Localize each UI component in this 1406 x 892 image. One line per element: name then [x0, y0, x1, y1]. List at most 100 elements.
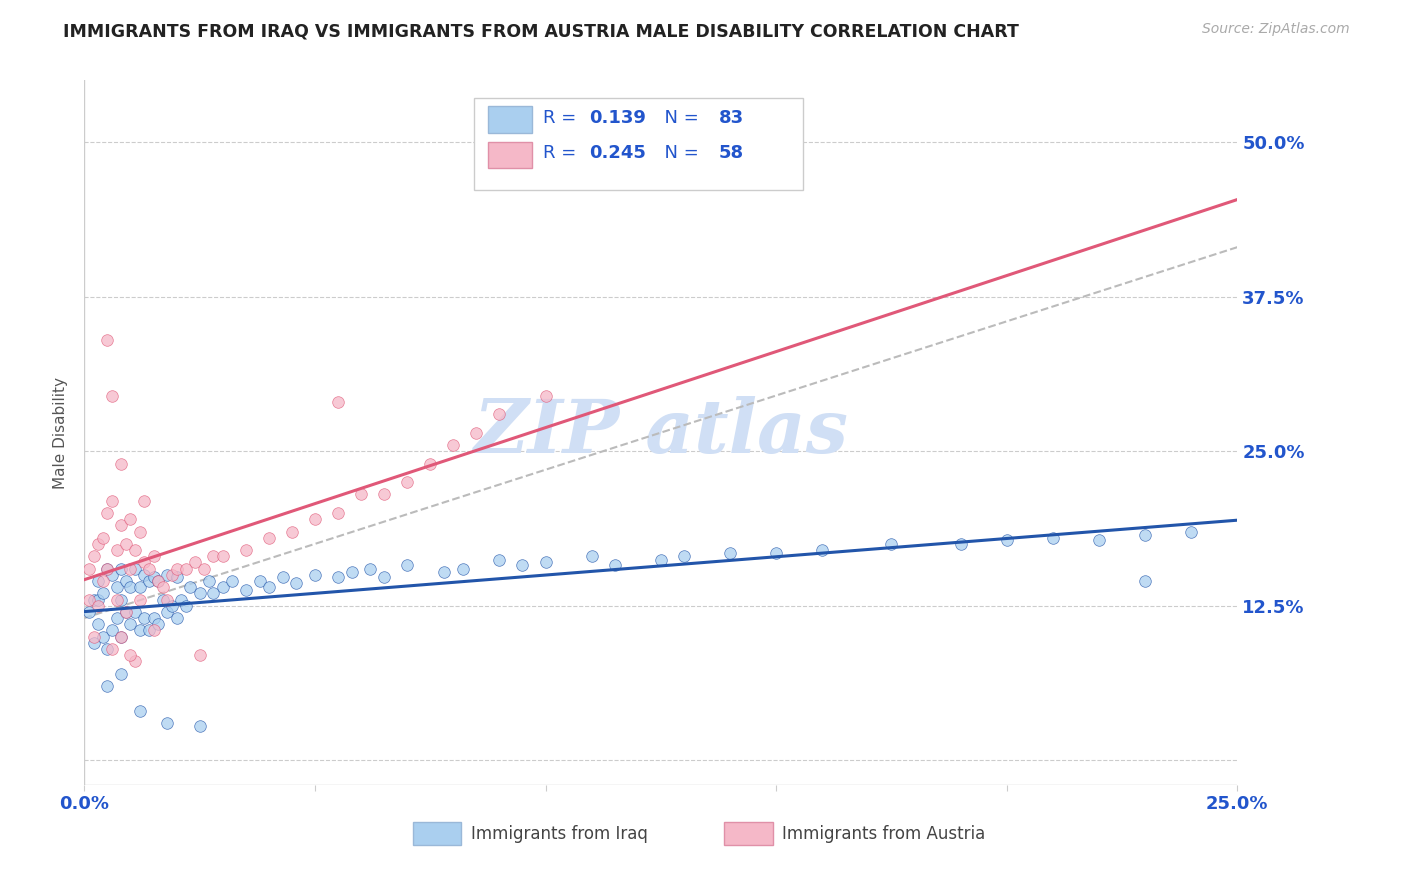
Point [152, 580, 174, 594]
Point [488, 553, 510, 567]
Point [77, 561, 100, 575]
Point [152, 592, 174, 607]
Point [120, 561, 142, 575]
Point [170, 592, 193, 607]
Point [101, 624, 124, 638]
Point [91, 586, 114, 600]
Point [110, 561, 132, 575]
Point [115, 574, 138, 588]
Point [110, 518, 132, 533]
Text: Immigrants from Austria: Immigrants from Austria [782, 824, 986, 843]
Point [91, 630, 114, 644]
Point [396, 475, 419, 489]
Point [87, 592, 110, 607]
Point [124, 654, 146, 668]
Point [166, 570, 188, 584]
Point [110, 666, 132, 681]
Point [134, 493, 156, 508]
Point [285, 576, 308, 591]
Text: R =: R = [543, 109, 582, 127]
Point [138, 574, 160, 588]
Point [1133, 574, 1156, 588]
Point [188, 648, 211, 662]
Point [115, 537, 138, 551]
Point [672, 549, 695, 564]
Point [91, 531, 114, 545]
Point [142, 624, 165, 638]
Point [128, 524, 150, 539]
Point [120, 617, 142, 632]
Point [188, 586, 211, 600]
Point [105, 611, 128, 625]
Point [326, 570, 349, 584]
Point [96, 333, 118, 347]
Point [718, 545, 741, 559]
Point [350, 487, 373, 501]
Point [281, 524, 304, 539]
Point [512, 558, 534, 572]
Point [995, 533, 1018, 548]
Point [880, 537, 903, 551]
Text: 58: 58 [718, 144, 744, 161]
Point [146, 617, 169, 632]
Point [811, 543, 834, 558]
Point [105, 580, 128, 594]
Point [174, 561, 197, 575]
Point [120, 580, 142, 594]
Point [77, 592, 100, 607]
Point [87, 574, 110, 588]
Point [91, 574, 114, 588]
Point [488, 407, 510, 421]
Text: 0.245: 0.245 [589, 144, 647, 161]
Point [419, 457, 441, 471]
Point [146, 574, 169, 588]
Point [105, 592, 128, 607]
Point [110, 457, 132, 471]
Point [138, 624, 160, 638]
Point [83, 592, 105, 607]
Point [105, 543, 128, 558]
Point [96, 642, 118, 657]
Point [257, 531, 280, 545]
Point [211, 549, 233, 564]
Point [1133, 528, 1156, 542]
Point [142, 611, 165, 625]
Point [87, 617, 110, 632]
Point [235, 543, 257, 558]
Point [138, 561, 160, 575]
Point [202, 549, 225, 564]
Point [949, 537, 972, 551]
Point [120, 512, 142, 526]
Point [396, 558, 419, 572]
Point [373, 487, 395, 501]
Point [110, 630, 132, 644]
Point [1088, 533, 1111, 548]
Point [101, 642, 124, 657]
Point [451, 561, 474, 575]
Point [433, 566, 456, 580]
Point [128, 624, 150, 638]
Point [271, 570, 294, 584]
Point [87, 537, 110, 551]
Text: Source: ZipAtlas.com: Source: ZipAtlas.com [1202, 22, 1350, 37]
Point [96, 506, 118, 520]
Point [134, 556, 156, 570]
FancyBboxPatch shape [474, 98, 803, 189]
Point [142, 549, 165, 564]
Point [184, 556, 207, 570]
Point [156, 716, 179, 731]
FancyBboxPatch shape [488, 106, 531, 133]
Point [83, 549, 105, 564]
Point [96, 561, 118, 575]
Point [160, 599, 183, 613]
Point [124, 605, 146, 619]
Text: 83: 83 [718, 109, 744, 127]
Point [124, 543, 146, 558]
Point [134, 611, 156, 625]
Point [101, 493, 124, 508]
Point [142, 570, 165, 584]
Point [221, 574, 243, 588]
Point [156, 592, 179, 607]
Point [110, 630, 132, 644]
Point [128, 704, 150, 718]
